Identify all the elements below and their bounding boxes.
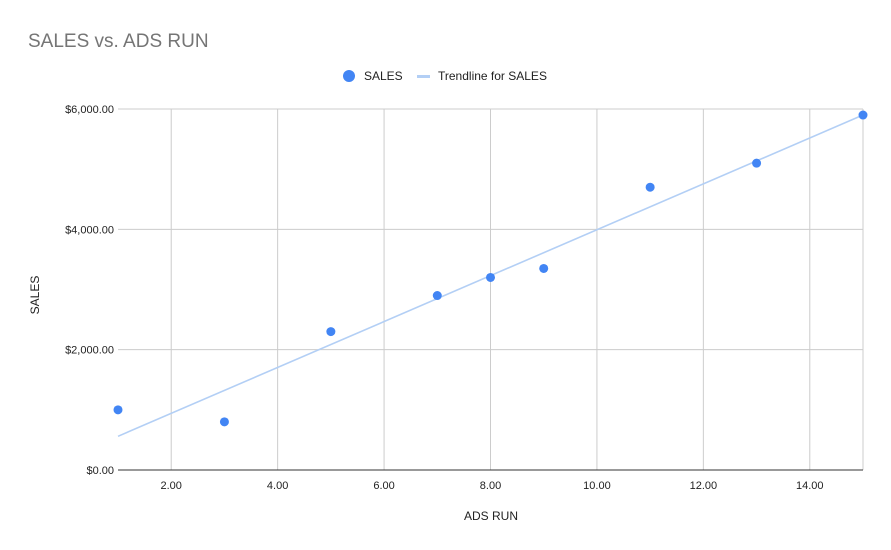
- sales-data-point[interactable]: [645, 182, 655, 192]
- legend-trendline-marker: [417, 75, 430, 78]
- sales-data-point[interactable]: [858, 110, 868, 120]
- legend[interactable]: SALES Trendline for SALES: [343, 69, 547, 83]
- x-axis-ticks: 2.00 4.00 6.00 8.00 10.00 12.00 14.00: [161, 480, 824, 492]
- x-tick-label: 8.00: [480, 480, 501, 492]
- x-tick-label: 14.00: [796, 480, 824, 492]
- legend-sales-label: SALES: [364, 69, 403, 83]
- x-tick-label: 10.00: [583, 480, 611, 492]
- x-tick-label: 6.00: [373, 480, 394, 492]
- sales-data-point[interactable]: [539, 263, 549, 273]
- y-tick-label: $4,000.00: [65, 224, 114, 236]
- sales-data-point[interactable]: [752, 158, 762, 168]
- x-axis-label: ADS RUN: [464, 509, 518, 523]
- x-tick-label: 2.00: [161, 480, 182, 492]
- legend-trendline-label: Trendline for SALES: [438, 69, 547, 83]
- gridlines: [118, 108, 864, 470]
- sales-data-point[interactable]: [432, 291, 442, 301]
- y-tick-label: $6,000.00: [65, 104, 114, 116]
- sales-data-point[interactable]: [113, 405, 123, 415]
- sales-data-point[interactable]: [326, 327, 336, 337]
- x-tick-label: 4.00: [267, 480, 288, 492]
- y-axis-ticks: $0.00 $2,000.00 $4,000.00 $6,000.00: [65, 104, 114, 477]
- y-tick-label: $0.00: [86, 465, 114, 477]
- legend-sales-marker: [343, 70, 355, 82]
- y-axis-label: SALES: [28, 276, 42, 315]
- x-tick-label: 12.00: [690, 480, 718, 492]
- chart-title: SALES vs. ADS RUN: [28, 31, 209, 52]
- sales-data-point[interactable]: [486, 272, 495, 282]
- y-tick-label: $2,000.00: [65, 345, 114, 357]
- data-points: [113, 110, 868, 427]
- sales-data-point[interactable]: [219, 417, 229, 427]
